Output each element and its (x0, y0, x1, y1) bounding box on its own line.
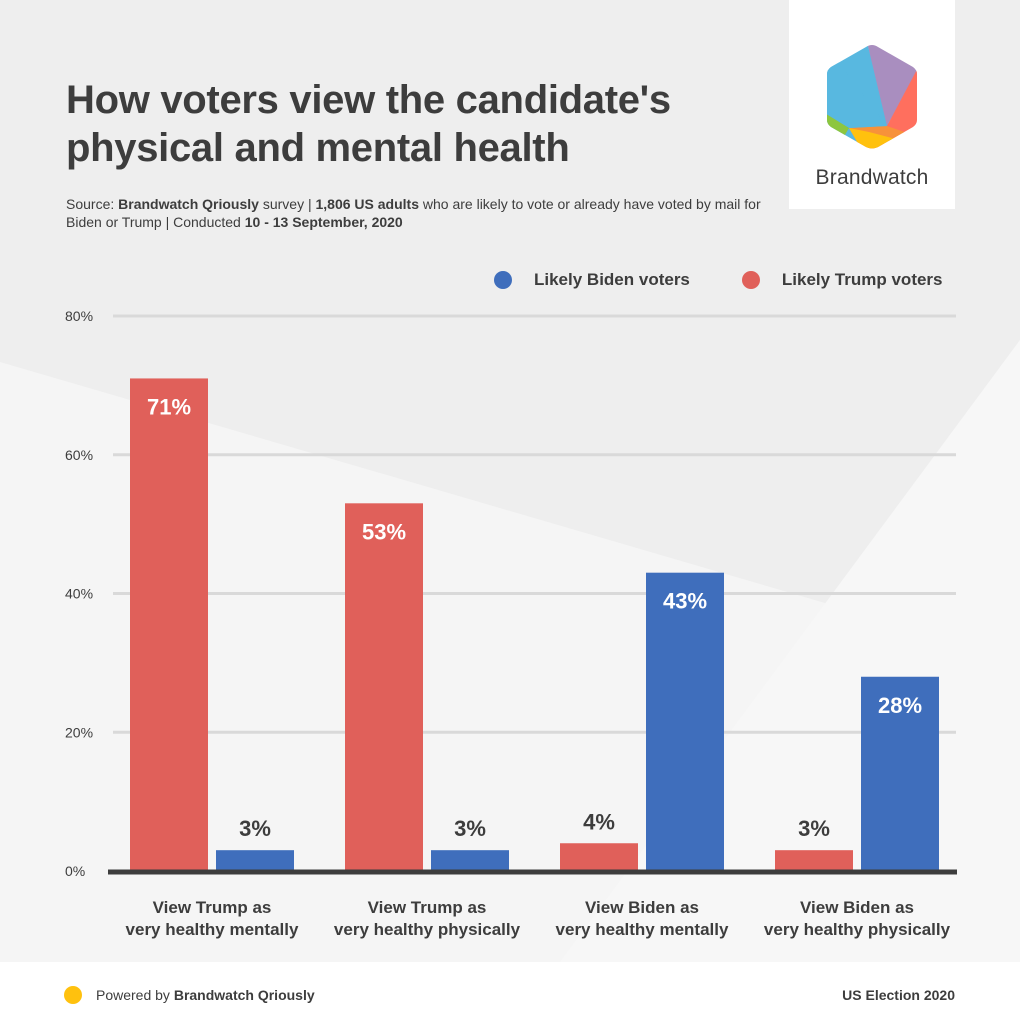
source-name: Brandwatch Qriously (118, 196, 259, 212)
powered-by-text: Powered by Brandwatch Qriously (96, 986, 315, 1004)
bar (646, 572, 724, 871)
legend-label-biden: Likely Biden voters (534, 270, 690, 289)
y-tick-label: 80% (65, 308, 93, 324)
title-line-1: How voters view the candidate's (66, 78, 671, 122)
bar (130, 378, 208, 871)
legend-label-trump: Likely Trump voters (781, 270, 943, 289)
x-category-label: very healthy mentally (556, 920, 729, 939)
bar (861, 676, 939, 871)
legend-item-trump: Likely Trump voters (741, 270, 943, 290)
x-category-label: View Biden as (800, 898, 914, 917)
bar (560, 843, 638, 871)
survey-dates: 10 - 13 September, 2020 (244, 214, 403, 230)
title-line-2: physical and mental health (66, 126, 570, 170)
subtitle-source: Source: Brandwatch Qriously survey | 1,8… (66, 195, 786, 231)
data-label: 43% (663, 589, 707, 614)
footer-campaign-label: US Election 2020 (842, 987, 955, 1003)
sample-size: 1,806 US adults (315, 196, 420, 212)
chart-legend: Likely Biden voters Likely Trump voters (494, 268, 943, 292)
data-label: 28% (878, 693, 922, 718)
powered-by-dot-icon (64, 986, 82, 1004)
data-label: 3% (239, 816, 271, 841)
bar-chart: 0% 20% 40% 60% 80% 71% 3% View Trump as very hea… (65, 308, 957, 939)
data-label: 3% (454, 816, 486, 841)
data-label: 71% (147, 394, 191, 419)
legend-item-biden: Likely Biden voters (494, 270, 690, 290)
y-tick-label: 60% (65, 447, 93, 463)
data-label: 3% (798, 816, 830, 841)
source-prefix: Source: (66, 196, 119, 212)
legend-dot-trump (741, 271, 760, 289)
legend-dot-biden (494, 271, 512, 289)
x-category-label: View Biden as (585, 898, 699, 917)
x-category-label: very healthy physically (334, 920, 521, 939)
powered-name: Brandwatch Qriously (173, 987, 315, 1003)
source-suffix: survey | (258, 196, 316, 212)
data-label: 4% (583, 809, 615, 834)
x-category-label: View Trump as (368, 898, 487, 917)
footer: Powered by Brandwatch Qriously US Electi… (0, 962, 1020, 1029)
page-title: How voters view the candidate's physical… (66, 76, 671, 172)
y-tick-label: 40% (65, 586, 93, 602)
bar (775, 850, 853, 871)
y-tick-label: 20% (65, 724, 93, 740)
brand-logo-card: Brandwatch (789, 0, 955, 209)
bar (345, 503, 423, 871)
brandwatch-hexagon-logo-icon (827, 45, 917, 149)
data-label: 53% (362, 519, 406, 544)
x-category-label: very healthy physically (764, 920, 951, 939)
powered-prefix: Powered by (96, 987, 174, 1003)
x-category-label: very healthy mentally (126, 920, 299, 939)
bar (431, 850, 509, 871)
y-tick-label: 0% (65, 863, 85, 879)
bar (216, 850, 294, 871)
sample-description: who are likely to vote or already have v… (66, 196, 761, 230)
x-category-label: View Trump as (153, 898, 272, 917)
brand-name: Brandwatch (815, 166, 929, 189)
